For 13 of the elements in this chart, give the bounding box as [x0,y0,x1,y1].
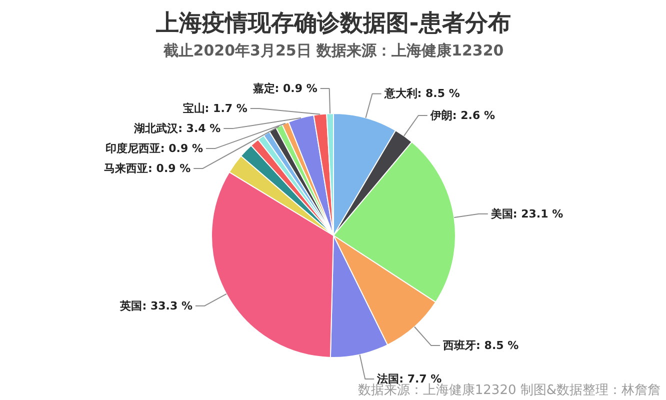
slice-label: 意大利: 8.5 % [383,87,460,100]
chart-title: 上海疫情现存确诊数据图-患者分布 [155,10,511,36]
source-note: 数据来源：上海健康12320 制图&数据整理：林詹詹 [358,383,660,398]
slice-label: 湖北武汉: 3.4 % [133,122,221,136]
slice-label: 印度尼西亚: 0.9 % [105,142,203,156]
slice-label: 西班牙: 8.5 % [442,338,519,352]
slice-label: 美国: 23.1 % [490,207,564,220]
slice-label: 嘉定: 0.9 % [252,82,318,96]
slice-label: 马来西亚: 0.9 % [104,162,191,176]
slice-label: 英国: 33.3 % [119,299,192,312]
chart-subtitle: 截止2020年3月25日 数据来源：上海健康12320 [162,42,504,60]
slice-label: 宝山: 1.7 % [182,102,248,116]
slice-label: 伊朗: 2.6 % [429,109,495,122]
